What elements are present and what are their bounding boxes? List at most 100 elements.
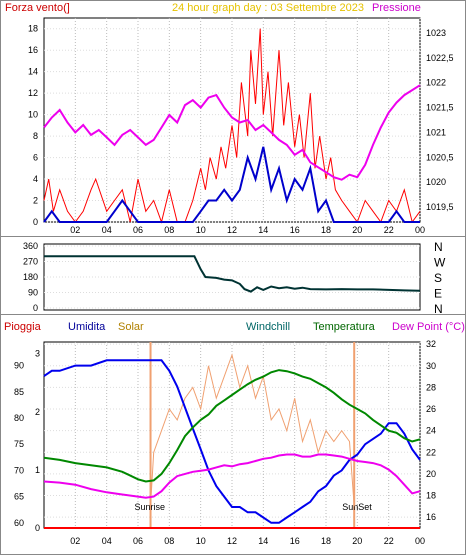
panel3-x-tick-label: 04 [102, 536, 112, 546]
direction-tick-label: 180 [23, 272, 38, 282]
panel3-x-tick-label: 12 [227, 536, 237, 546]
panel1-x-tick-label: 02 [70, 225, 80, 235]
panel1-x-tick-label: 00 [415, 225, 425, 235]
wind-y-axis: 0 2 4 6 8 10 12 14 16 18 [28, 24, 38, 227]
wind-tick-label: 12 [28, 88, 38, 98]
rain-tick-label: 2 [35, 407, 40, 417]
temperature-tick-label: 22 [426, 447, 436, 457]
wind-speed-series [43, 146, 420, 223]
temperature-tick-label: 20 [426, 469, 436, 479]
panel1-x-tick-label: 22 [384, 225, 394, 235]
panel3-x-tick-label: 14 [258, 536, 268, 546]
pressure-tick-label: 1023 [426, 28, 446, 38]
temperature-tick-label: 32 [426, 339, 436, 349]
compass-label: E [434, 287, 442, 301]
wind-tick-label: 6 [33, 153, 38, 163]
pressure-tick-label: 1020 [426, 177, 446, 187]
panel1-x-tick-label: 20 [352, 225, 362, 235]
rain-y-axis: 0 1 2 3 [35, 349, 40, 533]
rain-tick-label: 1 [35, 465, 40, 475]
humidity-tick-label: 65 [14, 492, 24, 502]
wind-tick-label: 8 [33, 131, 38, 141]
panel3-x-tick-label: 00 [415, 536, 425, 546]
humidity-y-axis: 60 65 70 75 80 85 90 [14, 361, 24, 528]
panel2-plot-area [43, 243, 421, 311]
temperature-tick-label: 18 [426, 491, 436, 501]
compass-label: N [434, 302, 443, 316]
wind-tick-label: 0 [33, 217, 38, 227]
wind-tick-label: 10 [28, 110, 38, 120]
panel3-x-tick-label: 06 [133, 536, 143, 546]
panel3-x-tick-label: 18 [321, 536, 331, 546]
wind-speed-title: Forza vento(] [5, 2, 70, 14]
panel1-x-tick-label: 18 [321, 225, 331, 235]
humidity-tick-label: 75 [14, 439, 24, 449]
compass-label: N [434, 240, 443, 254]
graph-date-title: 24 hour graph day : 03 Settembre 2023 [172, 2, 364, 14]
pressure-y-axis: 1019,5 1020 1020,5 1021 1021,5 1022 1022,5 1023 [426, 28, 454, 212]
temperature-title: Temperatura [313, 321, 376, 333]
panel1-x-axis: 02 04 06 08 10 12 14 16 18 20 22 00 [70, 225, 425, 235]
sunset-label: SunSet [342, 502, 372, 512]
wind-direction-series [44, 255, 421, 293]
pressure-tick-label: 1020,5 [426, 152, 454, 162]
wind-tick-label: 2 [33, 196, 38, 206]
pressure-tick-label: 1022 [426, 78, 446, 88]
temperature-tick-label: 16 [426, 512, 436, 522]
pressure-tick-label: 1019,5 [426, 202, 454, 212]
humidity-tick-label: 70 [14, 465, 24, 475]
panel3-x-tick-label: 02 [70, 536, 80, 546]
direction-tick-label: 360 [23, 241, 38, 251]
panel3-x-tick-label: 10 [196, 536, 206, 546]
pressure-tick-label: 1021 [426, 127, 446, 137]
humidity-tick-label: 85 [14, 387, 24, 397]
temperature-y-axis: 16 18 20 22 24 26 28 30 32 [426, 339, 436, 522]
sunrise-label: Sunrise [135, 502, 166, 512]
windchill-title: Windchill [246, 321, 290, 333]
humidity-tick-label: 90 [14, 361, 24, 371]
direction-y-axis: 0 90 180 270 360 [23, 241, 38, 313]
temperature-tick-label: 24 [426, 426, 436, 436]
panel1-grid [44, 18, 421, 223]
direction-tick-label: 0 [33, 303, 38, 313]
panel3-x-tick-label: 20 [352, 536, 362, 546]
temperature-series [43, 369, 421, 483]
rain-tick-label: 0 [35, 523, 40, 533]
compass-label: S [434, 271, 442, 285]
wind-tick-label: 18 [28, 24, 38, 34]
direction-tick-label: 270 [23, 257, 38, 267]
pressure-tick-label: 1021,5 [426, 103, 454, 113]
pressure-tick-label: 1022,5 [426, 53, 454, 63]
pressure-title: Pressione [372, 2, 421, 14]
panel1-x-tick-label: 04 [102, 225, 112, 235]
rain-tick-label: 3 [35, 349, 40, 359]
panel1-x-tick-label: 10 [196, 225, 206, 235]
wind-gust-series [43, 28, 421, 224]
panel1-x-tick-label: 06 [133, 225, 143, 235]
panel1-x-tick-label: 14 [258, 225, 268, 235]
wind-tick-label: 4 [33, 174, 38, 184]
dewpoint-series [43, 453, 421, 499]
solar-title: Solar [118, 321, 144, 333]
panel3-x-tick-label: 16 [290, 536, 300, 546]
panel3-x-axis: 02 04 06 08 10 12 14 16 18 20 22 00 [70, 536, 425, 546]
temperature-tick-label: 26 [426, 404, 436, 414]
pressure-series [43, 84, 421, 181]
temperature-tick-label: 30 [426, 361, 436, 371]
humidity-tick-label: 80 [14, 413, 24, 423]
dewpoint-title: Dew Point (°C) [392, 321, 465, 333]
humidity-tick-label: 60 [14, 518, 24, 528]
panel3-x-tick-label: 22 [384, 536, 394, 546]
compass-label: W [434, 256, 446, 270]
wind-tick-label: 14 [28, 67, 38, 77]
humidity-title: Umidita [68, 321, 106, 333]
temperature-tick-label: 28 [426, 382, 436, 392]
direction-tick-label: 90 [28, 288, 38, 298]
panel3-x-tick-label: 08 [164, 536, 174, 546]
rain-title: Pioggia [4, 321, 42, 333]
humidity-series [43, 359, 421, 524]
panel1-x-tick-label: 12 [227, 225, 237, 235]
